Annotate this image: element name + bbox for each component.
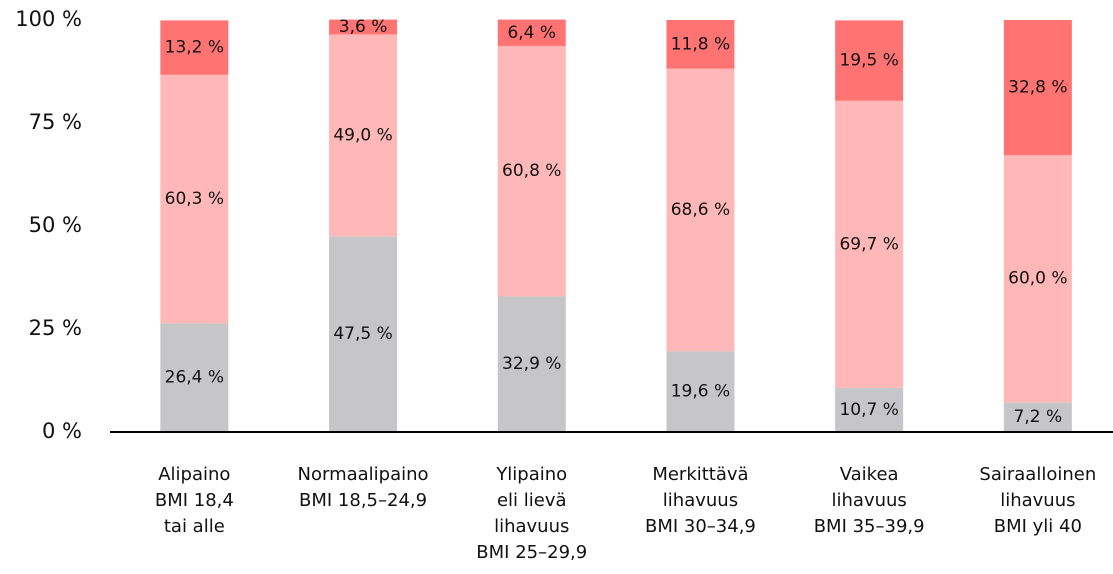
value-label: 69,7 % — [839, 234, 898, 254]
x-tick-label: lihavuus — [832, 490, 907, 511]
y-tick-label: 100 % — [15, 7, 82, 31]
bar-segment — [835, 387, 904, 432]
x-tick-label: Normaalipaino — [298, 464, 429, 485]
bar-segment — [160, 20, 229, 75]
value-label: 47,5 % — [333, 324, 392, 344]
y-tick-label: 75 % — [29, 110, 82, 134]
value-label: 10,7 % — [839, 400, 898, 420]
bar-segment — [835, 100, 904, 388]
value-label: 7,2 % — [1014, 407, 1063, 427]
value-label: 60,3 % — [165, 189, 224, 209]
value-label: 19,6 % — [671, 382, 730, 402]
x-tick-label: Alipaino — [158, 464, 230, 485]
bar-segment — [1003, 402, 1072, 432]
bar-segment — [666, 68, 735, 352]
value-label: 11,8 % — [671, 34, 730, 54]
x-tick-label: lihavuus — [494, 516, 569, 537]
bar-segment — [497, 19, 566, 46]
value-label: 60,8 % — [502, 161, 561, 181]
bar-segment — [329, 236, 398, 432]
value-label: 32,9 % — [502, 354, 561, 374]
bar-segment — [160, 323, 229, 432]
bar-segment — [666, 20, 735, 69]
bar-segment — [329, 34, 398, 237]
bar-segment — [497, 296, 566, 432]
value-label: 3,6 % — [339, 17, 388, 37]
x-tick-label: eli lievä — [497, 490, 567, 511]
bar-segment — [329, 19, 398, 35]
x-tick-label: BMI 18,4 — [155, 490, 234, 511]
bar-segment — [160, 74, 229, 324]
value-label: 6,4 % — [507, 23, 556, 43]
x-tick-label: tai alle — [164, 516, 225, 537]
value-label: 60,0 % — [1008, 269, 1067, 289]
x-tick-label: BMI 18,5–24,9 — [299, 490, 427, 511]
x-tick-label: Vaikea — [840, 464, 899, 485]
bar-segment — [1003, 20, 1072, 156]
x-tick-label: lihavuus — [1000, 490, 1075, 511]
value-label: 49,0 % — [333, 125, 392, 145]
x-tick-label: BMI 35–39,9 — [814, 516, 925, 537]
x-tick-label: Ylipaino — [495, 464, 567, 485]
value-label: 19,5 % — [839, 51, 898, 71]
value-label: 26,4 % — [165, 368, 224, 388]
bar-segment — [666, 351, 735, 432]
bar-segment — [835, 20, 904, 101]
bar-segment — [1003, 155, 1072, 403]
y-tick-label: 25 % — [29, 316, 82, 340]
value-label: 32,8 % — [1008, 78, 1067, 98]
x-tick-label: lihavuus — [663, 490, 738, 511]
x-tick-label: BMI 30–34,9 — [645, 516, 756, 537]
value-label: 68,6 % — [671, 200, 730, 220]
bar-segment — [497, 45, 566, 297]
x-tick-label: Sairaalloinen — [979, 464, 1096, 485]
x-tick-label: BMI yli 40 — [994, 516, 1082, 537]
y-tick-label: 0 % — [42, 419, 82, 443]
value-label: 13,2 % — [165, 38, 224, 58]
x-tick-label: BMI 25–29,9 — [476, 542, 587, 563]
y-tick-label: 50 % — [29, 213, 82, 237]
x-tick-label: Merkittävä — [652, 464, 748, 485]
